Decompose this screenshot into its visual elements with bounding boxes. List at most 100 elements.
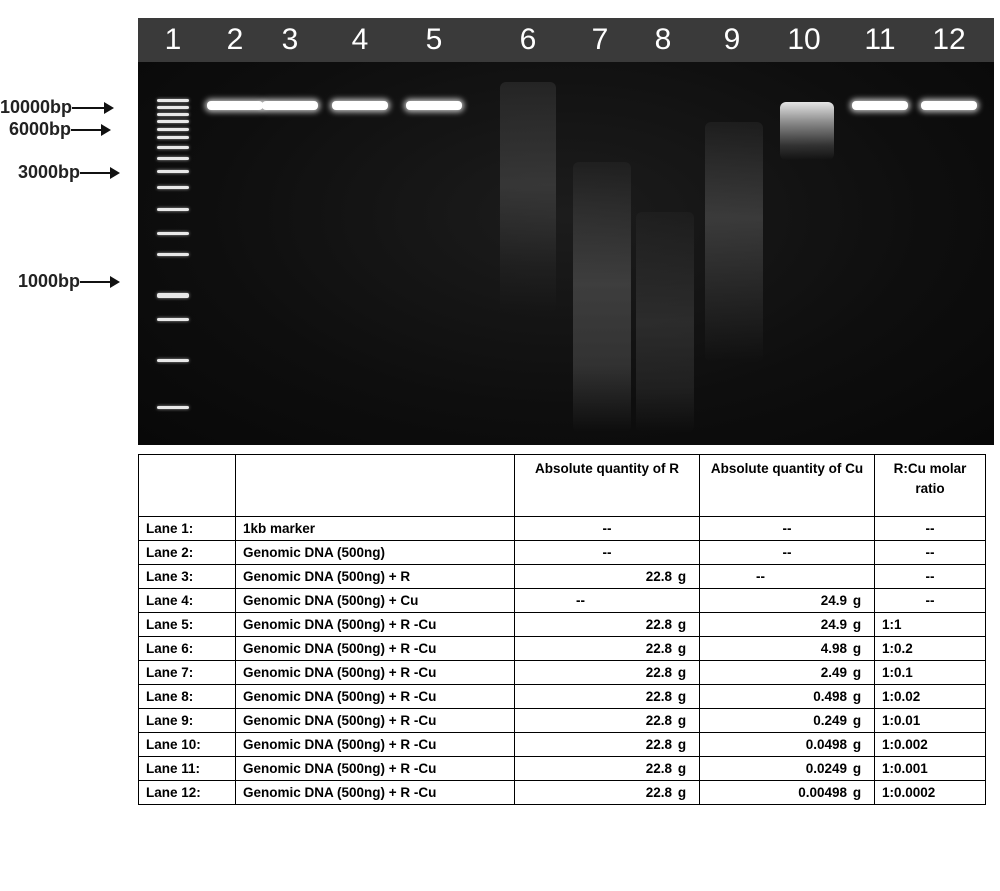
cell-r-quantity: -- (514, 516, 700, 541)
cell-r-quantity: 22.8 g (514, 660, 700, 685)
cell-molar-ratio: 1:0.02 (874, 684, 986, 709)
table-header-row: Absolute quantity of R Absolute quantity… (138, 454, 986, 517)
smear-lane-7 (573, 162, 631, 432)
lane-number-1: 1 (164, 23, 182, 56)
r-unit: g (677, 689, 687, 704)
smear-lane-6 (500, 82, 556, 312)
cell-sample: Genomic DNA (500ng) + R -Cu (235, 612, 515, 637)
lane-number-header: 1 2 3 4 5 6 7 8 9 10 11 12 (138, 18, 994, 62)
size-marker: 10000bp (0, 97, 115, 118)
cell-lane: Lane 12: (138, 780, 236, 805)
cell-sample: Genomic DNA (500ng) + R (235, 564, 515, 589)
cell-molar-ratio: 1:0.002 (874, 732, 986, 757)
cell-r-quantity: -- (514, 540, 700, 565)
cell-molar-ratio: -- (874, 588, 986, 613)
ladder-band (157, 318, 189, 321)
r-unit: g (677, 665, 687, 680)
r-unit: g (677, 569, 687, 584)
ladder-band (157, 186, 189, 189)
lane-number-5: 5 (425, 23, 443, 56)
r-value: 22.8 (645, 569, 672, 584)
cell-molar-ratio: 1:0.001 (874, 756, 986, 781)
cell-lane: Lane 5: (138, 612, 236, 637)
r-value: 22.8 (645, 785, 672, 800)
cell-cu-quantity: 4.98 g (699, 636, 875, 661)
gel-image: 1 2 3 4 5 6 7 8 9 10 11 12 (138, 18, 994, 445)
cell-r-quantity: 22.8 g (514, 708, 700, 733)
cell-cu-quantity: -- (699, 564, 875, 589)
cu-value: 0.0498 (805, 737, 847, 752)
band-lane-11 (852, 101, 908, 110)
cell-r-quantity: -- (514, 588, 700, 613)
table-body: Lane 1: 1kb marker -- -- -- Lane 2: Genomic DN… (138, 516, 986, 805)
cell-cu-quantity: 2.49 g (699, 660, 875, 685)
cell-r-quantity: 22.8 g (514, 564, 700, 589)
cell-cu-quantity: 0.0498 g (699, 732, 875, 757)
lane-number-9: 9 (723, 23, 741, 56)
smear-lane-10 (780, 102, 834, 160)
ladder-band (157, 136, 189, 139)
arrow-right-icon (71, 123, 112, 136)
cell-molar-ratio: -- (874, 540, 986, 565)
cell-lane: Lane 1: (138, 516, 236, 541)
cu-value: -- (756, 569, 765, 584)
table-row: Lane 10: Genomic DNA (500ng) + R -Cu 22.8 g… (138, 732, 986, 757)
cell-sample: Genomic DNA (500ng) (235, 540, 515, 565)
r-unit: g (677, 641, 687, 656)
cell-r-quantity: 22.8 g (514, 780, 700, 805)
r-unit: g (677, 761, 687, 776)
ladder-band (157, 170, 189, 173)
cell-molar-ratio: 1:0.2 (874, 636, 986, 661)
cell-sample: Genomic DNA (500ng) + R -Cu (235, 732, 515, 757)
cu-value: 0.249 (813, 713, 847, 728)
lane-number-12: 12 (932, 23, 966, 56)
size-marker-label: 1000bp (18, 271, 81, 291)
header-lane (138, 454, 236, 517)
size-marker-label: 6000bp (9, 119, 72, 139)
cu-unit: g (852, 665, 862, 680)
cell-sample: Genomic DNA (500ng) + R -Cu (235, 636, 515, 661)
arrow-right-icon (80, 166, 121, 179)
header-sample (235, 454, 515, 517)
r-value: 22.8 (645, 713, 672, 728)
cell-cu-quantity: 0.249 g (699, 708, 875, 733)
lane-number-7: 7 (591, 23, 609, 56)
cu-value: 0.0249 (805, 761, 847, 776)
cu-value: 0.498 (813, 689, 847, 704)
cell-sample: 1kb marker (235, 516, 515, 541)
ladder-band (157, 120, 189, 123)
cell-cu-quantity: -- (699, 540, 875, 565)
cell-lane: Lane 10: (138, 732, 236, 757)
cu-unit: g (852, 641, 862, 656)
ladder-band (157, 99, 189, 102)
cu-value: 24.9 (820, 593, 847, 608)
cu-unit: g (852, 713, 862, 728)
table-row: Lane 8: Genomic DNA (500ng) + R -Cu 22.8 g 0… (138, 684, 986, 709)
lane-number-10: 10 (787, 23, 821, 56)
cell-lane: Lane 8: (138, 684, 236, 709)
cell-lane: Lane 6: (138, 636, 236, 661)
smear-lane-9 (705, 122, 763, 362)
table-row: Lane 4: Genomic DNA (500ng) + Cu -- 24.9 g -- (138, 588, 986, 613)
ladder-band (157, 106, 189, 109)
cell-sample: Genomic DNA (500ng) + R -Cu (235, 708, 515, 733)
lane-number-4: 4 (351, 23, 369, 56)
lane-number-3: 3 (281, 23, 299, 56)
header-r-quantity: Absolute quantity of R (514, 454, 700, 517)
r-value: 22.8 (645, 689, 672, 704)
ladder-band (157, 359, 189, 362)
ladder-band (157, 208, 189, 211)
ladder-band (157, 232, 189, 235)
table-row: Lane 7: Genomic DNA (500ng) + R -Cu 22.8 g 2… (138, 660, 986, 685)
cell-sample: Genomic DNA (500ng) + Cu (235, 588, 515, 613)
lane-number-2: 2 (226, 23, 244, 56)
cu-value: 0.00498 (798, 785, 847, 800)
cell-molar-ratio: -- (874, 516, 986, 541)
table-row: Lane 2: Genomic DNA (500ng) -- -- -- (138, 540, 986, 565)
cell-molar-ratio: 1:0.01 (874, 708, 986, 733)
cu-value: -- (782, 521, 792, 536)
cell-cu-quantity: 24.9 g (699, 612, 875, 637)
cell-cu-quantity: 0.0249 g (699, 756, 875, 781)
cell-sample: Genomic DNA (500ng) + R -Cu (235, 660, 515, 685)
cu-unit: g (852, 617, 862, 632)
